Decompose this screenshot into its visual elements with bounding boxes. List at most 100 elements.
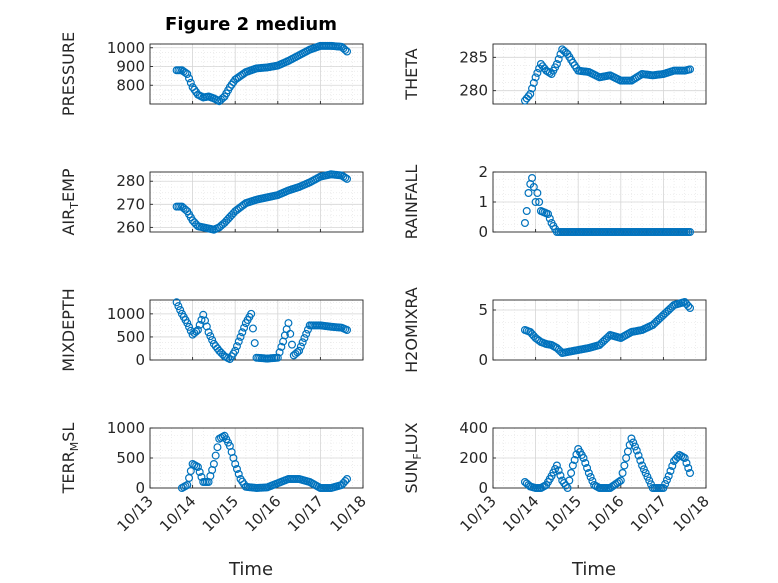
y-axis-label-sub: M [68, 442, 81, 452]
data-point [526, 89, 535, 98]
data-point [686, 304, 695, 313]
data-point [302, 329, 311, 338]
data-point [176, 306, 185, 315]
data-point [615, 477, 624, 486]
data-point [627, 434, 636, 443]
y-tick-label: 1000 [107, 39, 145, 57]
data-point [250, 339, 259, 348]
y-tick-label: 0 [135, 479, 145, 497]
panel-terr-msl: 0 500 1000 TERRMSL 10/13 10/14 10/15 10/16 10/17… [59, 419, 370, 535]
data-point [183, 319, 192, 328]
data-point [174, 302, 183, 311]
data-point [584, 469, 593, 478]
data-point [183, 69, 192, 78]
data-point [684, 302, 693, 311]
x-tick-label: 10/16 [241, 492, 284, 535]
y-tick-label: 400 [459, 419, 488, 437]
data-point [295, 346, 304, 355]
data-point [211, 451, 220, 460]
data-point [275, 348, 284, 357]
y-tick-label: 500 [116, 449, 145, 467]
data-point [195, 320, 204, 329]
y-axis-label: THETA [402, 48, 421, 100]
data-point [629, 438, 638, 447]
y-axis-label-sub: T [68, 202, 81, 210]
data-point [686, 228, 695, 237]
data-point [238, 328, 247, 337]
y-axis-label: AIRTEMP [59, 168, 81, 235]
data-point [524, 92, 533, 101]
data-point [193, 463, 202, 472]
data-point [618, 469, 627, 478]
y-axis-label-main: RAINFALL [402, 165, 421, 240]
data-point [234, 337, 243, 346]
data-point [554, 466, 563, 475]
data-point [186, 467, 195, 476]
data-point [529, 183, 538, 192]
data-point [686, 65, 695, 74]
data-point [195, 468, 204, 477]
data-point [185, 322, 194, 331]
data-point [341, 173, 350, 182]
data-point [554, 55, 563, 64]
y-axis-label: RAINFALL [402, 165, 421, 240]
x-tick-label: 10/17 [284, 492, 327, 535]
y-axis-label-main: MIXDEPTH [59, 288, 78, 371]
y-tick-label: 260 [116, 218, 145, 236]
data-point [240, 323, 249, 332]
x-tick-label: 10/18 [670, 492, 713, 535]
data-point [579, 454, 588, 463]
y-tick-label: 0 [135, 351, 145, 369]
x-tick-label: 10/15 [199, 492, 242, 535]
y-tick-label: 270 [116, 195, 145, 213]
y-tick-label: 800 [116, 76, 145, 94]
axes-box [492, 299, 707, 361]
y-axis-label-main: PRESSURE [59, 32, 78, 116]
x-tick-label: 10/14 [156, 492, 199, 535]
data-point [524, 189, 533, 198]
data-point [643, 472, 652, 481]
y-axis-label-main: TERR [59, 451, 78, 494]
data-point [284, 319, 293, 328]
y-tick-label: 285 [459, 48, 488, 66]
data-point [583, 464, 592, 473]
data-point [581, 459, 590, 468]
y-tick-label: 5 [478, 301, 488, 319]
panel-theta: 280 285 THETA [402, 43, 707, 105]
panel-air-temp: 260 270 280 AIRTEMP [59, 168, 364, 236]
data-point [343, 475, 352, 484]
data-point [638, 461, 647, 470]
data-point [296, 342, 305, 351]
data-point [668, 462, 677, 471]
y-axis-label-rest: LUX [402, 422, 421, 453]
data-point [641, 469, 650, 478]
data-point [636, 456, 645, 465]
data-point [544, 210, 553, 219]
data-point [277, 342, 286, 351]
y-axis-label: TERRMSL [59, 423, 81, 495]
data-point [192, 327, 201, 336]
axes-box [492, 43, 707, 105]
data-point [293, 348, 302, 357]
data-point [634, 451, 643, 460]
x-axis-label-left: Time [228, 559, 273, 580]
x-tick-label: 10/17 [627, 492, 670, 535]
data-point [186, 78, 195, 87]
data-point [529, 78, 538, 87]
data-point [552, 461, 561, 470]
y-axis-label-rest: EMP [59, 168, 78, 202]
y-axis-label: PRESSURE [59, 32, 78, 116]
data-point [659, 484, 668, 493]
data-point [286, 329, 295, 338]
data-point [185, 74, 194, 83]
panel-rainfall: 0 1 2 RAINFALL [402, 163, 707, 241]
y-axis-label: SUNFLUX [402, 422, 424, 493]
data-point [528, 84, 537, 93]
data-point [300, 334, 309, 343]
data-point [236, 332, 245, 341]
data-point [563, 484, 572, 493]
data-point [343, 47, 352, 56]
